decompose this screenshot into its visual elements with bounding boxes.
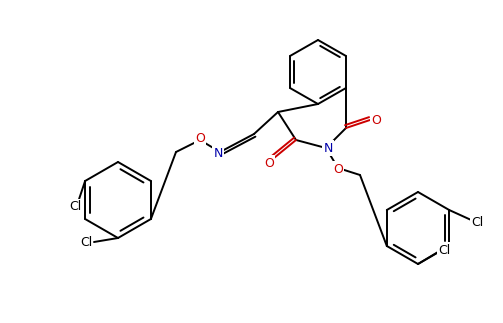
Text: Cl: Cl <box>69 201 81 214</box>
Text: N: N <box>213 147 223 160</box>
Text: N: N <box>323 141 332 154</box>
Text: O: O <box>371 113 381 127</box>
Text: O: O <box>333 162 343 175</box>
Text: O: O <box>264 157 274 170</box>
Text: O: O <box>195 131 205 144</box>
Text: Cl: Cl <box>80 235 92 248</box>
Text: Cl: Cl <box>438 244 450 256</box>
Text: Cl: Cl <box>471 215 483 228</box>
